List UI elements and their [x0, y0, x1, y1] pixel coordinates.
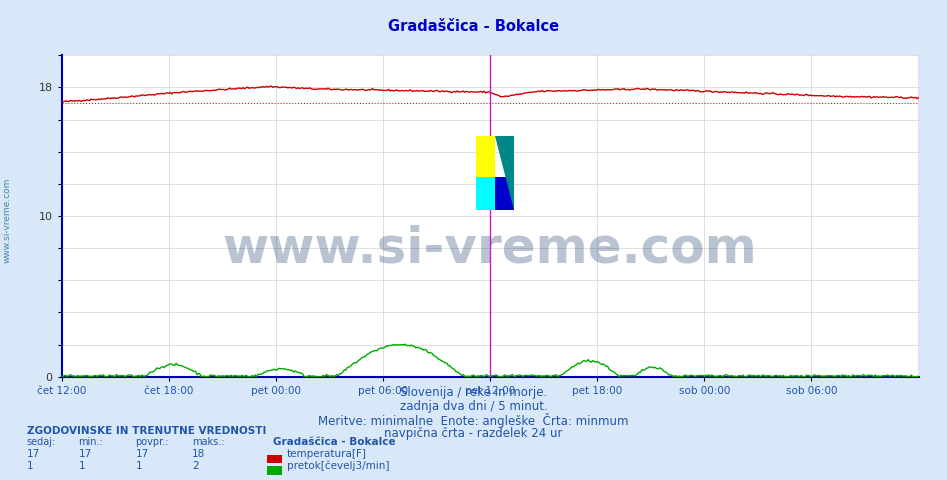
Text: 17: 17: [135, 449, 149, 459]
Polygon shape: [495, 135, 514, 210]
Text: www.si-vreme.com: www.si-vreme.com: [2, 178, 11, 264]
Text: ZGODOVINSKE IN TRENUTNE VREDNOSTI: ZGODOVINSKE IN TRENUTNE VREDNOSTI: [27, 426, 266, 436]
Bar: [476, 135, 495, 178]
Text: min.:: min.:: [79, 437, 103, 447]
Text: 18: 18: [192, 449, 205, 459]
Text: Gradaščica - Bokalce: Gradaščica - Bokalce: [388, 19, 559, 34]
Text: Meritve: minimalne  Enote: angleške  Črta: minmum: Meritve: minimalne Enote: angleške Črta:…: [318, 413, 629, 428]
Text: povpr.:: povpr.:: [135, 437, 169, 447]
Text: Slovenija / reke in morje.: Slovenija / reke in morje.: [400, 386, 547, 399]
Text: www.si-vreme.com: www.si-vreme.com: [223, 224, 758, 272]
Bar: [476, 178, 495, 210]
Text: pretok[čevelj3/min]: pretok[čevelj3/min]: [287, 460, 389, 471]
Text: maks.:: maks.:: [192, 437, 224, 447]
Text: navpična črta - razdelek 24 ur: navpična črta - razdelek 24 ur: [384, 427, 563, 440]
Text: 17: 17: [79, 449, 92, 459]
Text: Gradaščica - Bokalce: Gradaščica - Bokalce: [273, 437, 395, 447]
Text: zadnja dva dni / 5 minut.: zadnja dva dni / 5 minut.: [400, 400, 547, 413]
Text: 2: 2: [192, 461, 199, 471]
Text: temperatura[F]: temperatura[F]: [287, 449, 366, 459]
Text: 1: 1: [79, 461, 85, 471]
Text: 1: 1: [135, 461, 142, 471]
Bar: [495, 178, 514, 210]
Text: sedaj:: sedaj:: [27, 437, 56, 447]
Text: 1: 1: [27, 461, 33, 471]
Text: 17: 17: [27, 449, 40, 459]
